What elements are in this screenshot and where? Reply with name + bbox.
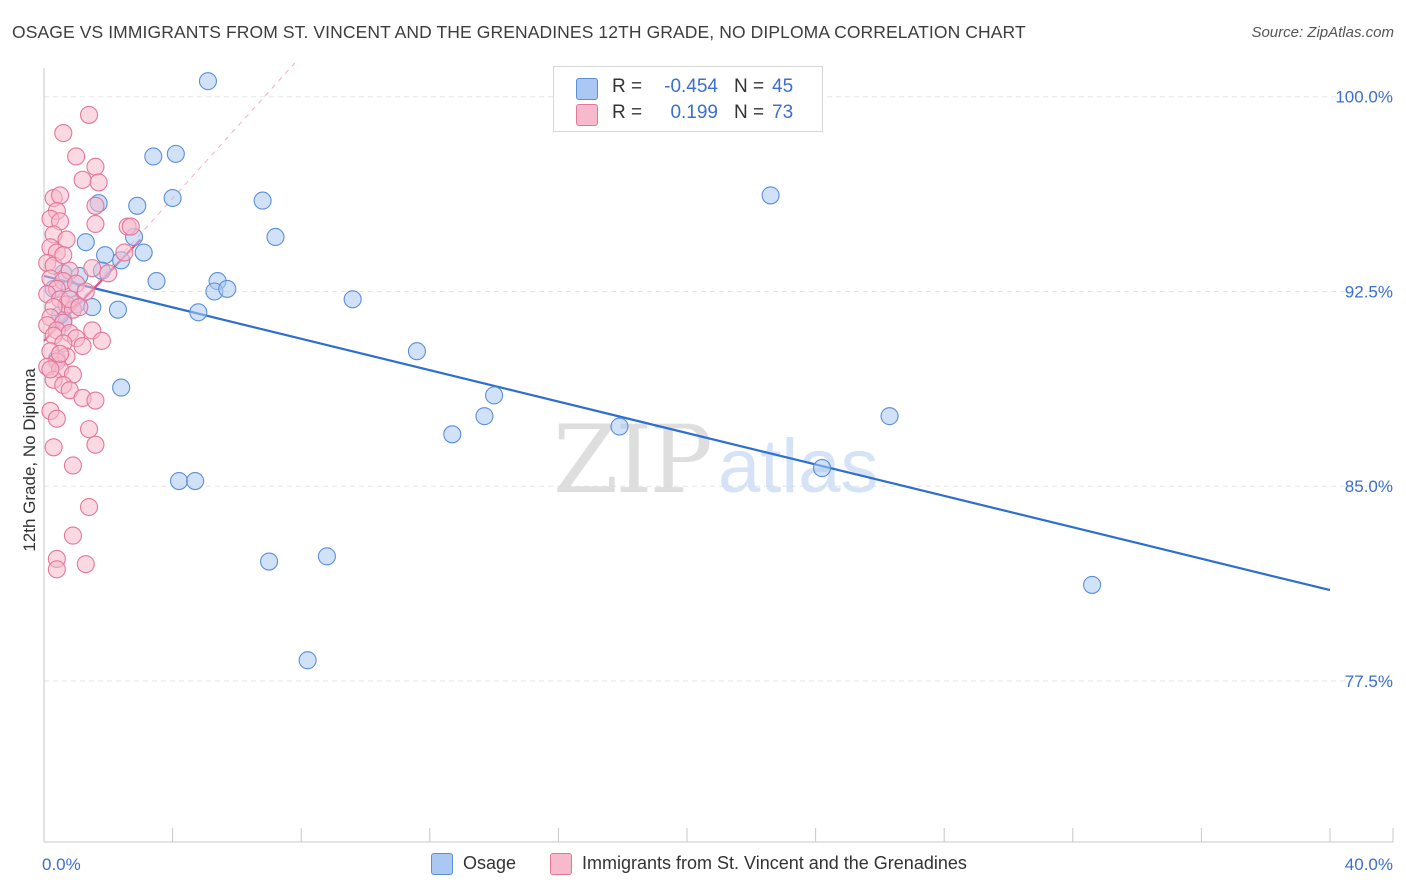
osage-point [198,72,218,91]
osage-point [169,472,189,491]
osage-r-value: -0.454 [664,76,718,97]
legend-osage-swatch [431,853,453,875]
immigrants-point [121,217,140,236]
osage-point [163,188,182,208]
osage-point [108,300,127,319]
stats-box: R = -0.454 N = 45 R = 0.199 N = 73 [553,66,823,132]
n-label: N = [734,102,765,123]
watermark-zip: ZIP [553,406,710,515]
osage-point [812,459,832,478]
immigrants-point [99,264,118,283]
osage-point [147,272,166,291]
osage-point [880,407,899,426]
immigrants-point [76,282,95,301]
immigrants-point [86,435,105,454]
immigrants-point [51,186,70,205]
immigrants-point [89,173,108,192]
osage-point [253,191,272,210]
immigrants-point [76,555,95,574]
osage-trend-line [43,274,1331,592]
immigrants-point [70,298,89,317]
watermark-atlas: atlas [718,424,879,509]
osage-point [189,303,208,322]
immigrants-point [67,147,86,166]
immigrants-n-value: 73 [772,102,794,123]
tick-labels: 100.0% 92.5% 85.0% 77.5% 0.0% 40.0% [42,88,1393,874]
n-label: N = [734,76,765,97]
immigrants-point [41,360,60,379]
osage-point [485,386,504,405]
scatter-points [38,72,1102,670]
axes [43,68,1394,843]
immigrants-point [86,391,105,410]
y-tick-label: 85.0% [1345,477,1393,496]
osage-point [1083,575,1102,594]
immigrants-point [86,157,105,176]
r-label: R = [612,76,643,97]
immigrants-point [86,196,105,215]
osage-point [266,227,285,247]
osage-point [475,407,494,426]
osage-point [166,144,185,163]
osage-point [259,552,279,571]
osage-point [443,425,462,444]
immigrants-point [47,560,66,579]
osage-point [128,196,147,215]
immigrants-point [44,438,63,457]
immigrants-swatch [576,104,598,126]
osage-n-value: 45 [772,76,794,97]
osage-point [134,243,153,262]
immigrants-point [54,246,73,265]
immigrants-point [79,420,99,439]
immigrants-point [47,409,66,428]
immigrants-point [51,344,70,363]
grid-lines [44,96,1394,682]
osage-point [407,342,426,361]
osage-point [96,246,115,265]
immigrants-point [54,124,73,143]
osage-point [76,233,95,252]
immigrants-point [83,259,102,278]
osage-point [298,651,317,670]
immigrants-point [79,105,99,124]
immigrants-point [115,243,134,262]
immigrants-point [63,526,82,545]
legend-osage-label: Osage [463,853,517,873]
immigrants-point [63,456,82,475]
y-tick-label: 100.0% [1335,88,1393,107]
source-credit: Source: ZipAtlas.com [1251,24,1394,41]
immigrants-r-value: 0.199 [670,102,718,123]
osage-point [218,279,237,298]
osage-point [610,417,629,436]
legend-immigrants-swatch [550,853,572,875]
legend-immigrants-label: Immigrants from St. Vincent and the Gren… [582,853,967,873]
osage-swatch [576,78,598,100]
immigrants-point [73,170,92,189]
osage-point [317,547,336,566]
osage-point [144,147,163,166]
immigrants-point [86,214,105,234]
osage-point [761,186,780,205]
chart-title: OSAGE VS IMMIGRANTS FROM ST. VINCENT AND… [12,22,1026,42]
y-tick-label: 77.5% [1345,672,1393,691]
x-tick-label: 0.0% [42,855,81,874]
immigrants-point [92,331,111,350]
immigrants-point [79,497,99,517]
immigrants-point [73,336,92,356]
osage-point [343,290,362,309]
y-tick-label: 92.5% [1345,282,1393,301]
x-tick-label: 40.0% [1345,855,1393,874]
r-label: R = [612,102,643,123]
y-axis-label: 12th Grade, No Diploma [20,368,39,552]
osage-point [186,472,205,491]
osage-point [112,378,131,397]
